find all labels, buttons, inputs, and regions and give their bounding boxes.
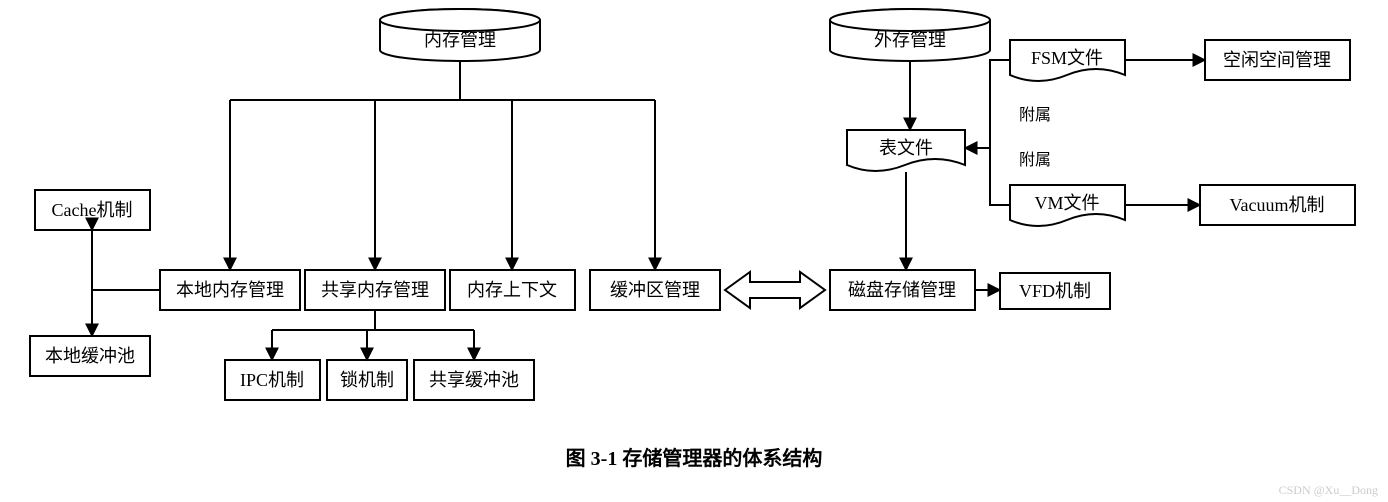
svg-text:外存管理: 外存管理: [874, 30, 946, 50]
node-vacuum-mech: Vacuum机制: [1200, 185, 1355, 225]
node-ext-mgmt: 外存管理: [830, 9, 990, 61]
svg-text:FSM文件: FSM文件: [1031, 48, 1103, 68]
svg-text:表文件: 表文件: [879, 138, 933, 158]
svg-text:空闲空间管理: 空闲空间管理: [1223, 50, 1331, 70]
node-lock-mech: 锁机制: [327, 360, 407, 400]
node-mem-mgmt: 内存管理: [380, 9, 540, 61]
svg-text:Cache机制: Cache机制: [52, 200, 133, 220]
node-shared-buf-pool: 共享缓冲池: [414, 360, 534, 400]
svg-text:缓冲区管理: 缓冲区管理: [610, 280, 700, 300]
node-free-space: 空闲空间管理: [1205, 40, 1350, 80]
node-shared-mem: 共享内存管理: [305, 270, 445, 310]
svg-text:共享缓冲池: 共享缓冲池: [429, 370, 519, 390]
node-local-mem: 本地内存管理: [160, 270, 300, 310]
edge: [990, 148, 1010, 205]
node-local-buf-pool: 本地缓冲池: [30, 336, 150, 376]
double-arrow: [725, 272, 825, 308]
storage-architecture-diagram: 内存管理 外存管理 Cache机制 本地缓冲池 本地内存管理 共享内存管理 内存…: [0, 0, 1388, 502]
node-buf-mgmt: 缓冲区管理: [590, 270, 720, 310]
svg-text:VFD机制: VFD机制: [1019, 281, 1091, 301]
svg-text:Vacuum机制: Vacuum机制: [1230, 195, 1325, 215]
edge-label-attach2: 附属: [1019, 151, 1051, 169]
svg-text:内存管理: 内存管理: [424, 30, 496, 50]
node-mem-context: 内存上下文: [450, 270, 575, 310]
node-ipc-mech: IPC机制: [225, 360, 320, 400]
svg-text:本地内存管理: 本地内存管理: [176, 280, 284, 300]
svg-text:锁机制: 锁机制: [340, 370, 394, 390]
node-table-file: 表文件: [847, 130, 965, 171]
node-fsm-file: FSM文件: [1010, 40, 1125, 81]
watermark: CSDN @Xu__Dong: [1279, 483, 1378, 497]
svg-text:VM文件: VM文件: [1034, 193, 1099, 213]
svg-text:IPC机制: IPC机制: [240, 370, 304, 390]
edge-label-attach1: 附属: [1019, 106, 1051, 124]
diagram-caption: 图 3-1 存储管理器的体系结构: [566, 446, 823, 470]
svg-text:共享内存管理: 共享内存管理: [321, 280, 429, 300]
node-cache-mech: Cache机制: [35, 190, 150, 230]
node-disk-mgmt: 磁盘存储管理: [830, 270, 975, 310]
svg-text:磁盘存储管理: 磁盘存储管理: [848, 280, 956, 300]
node-vm-file: VM文件: [1010, 185, 1125, 226]
svg-text:内存上下文: 内存上下文: [467, 280, 557, 300]
edge: [990, 60, 1010, 148]
node-vfd-mech: VFD机制: [1000, 273, 1110, 309]
svg-text:本地缓冲池: 本地缓冲池: [45, 346, 135, 366]
